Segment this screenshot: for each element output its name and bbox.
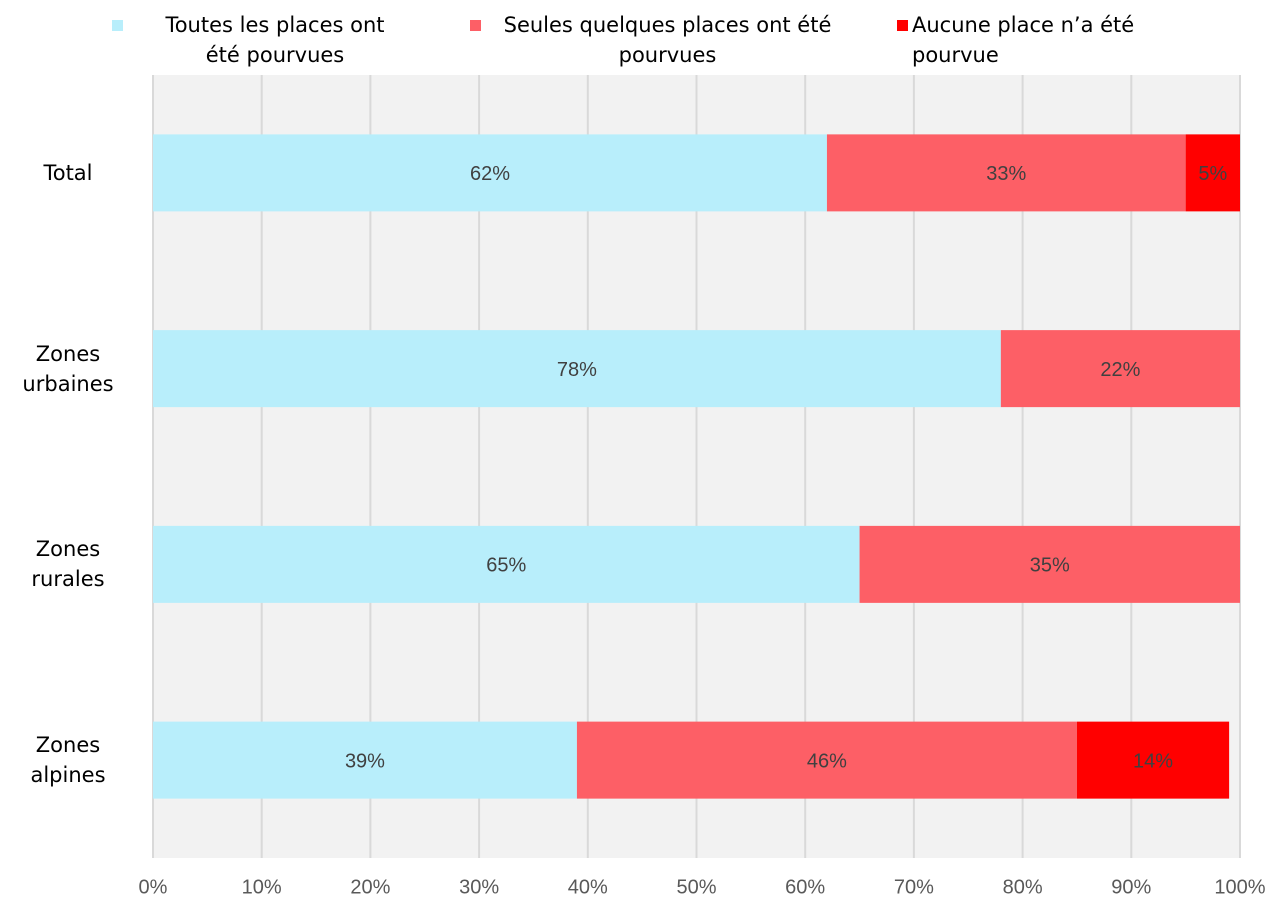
x-tick-label: 60% — [785, 876, 825, 898]
x-tick-label: 80% — [1003, 876, 1043, 898]
value-label: 5% — [1198, 163, 1227, 185]
bar-segment — [1000, 330, 1240, 408]
legend-label: Seules quelques places ont été pourvues — [503, 13, 832, 67]
legend-swatch — [112, 20, 123, 31]
legend-swatch — [470, 20, 481, 31]
value-label: 46% — [807, 750, 847, 772]
legend-label: Toutes les places ont été pourvues — [165, 13, 385, 67]
value-label: 39% — [345, 750, 385, 772]
x-tick-label: 70% — [894, 876, 934, 898]
legend-swatch — [897, 20, 908, 31]
x-tick-label: 40% — [568, 876, 608, 898]
x-tick-label: 0% — [139, 876, 168, 898]
legend-label: Aucune place n’a été pourvue — [912, 13, 1135, 67]
bar-segment — [1185, 134, 1240, 212]
bar-segment — [153, 330, 1001, 408]
x-tick-label: 50% — [676, 876, 716, 898]
x-tick-label: 100% — [1214, 876, 1265, 898]
value-label: 65% — [486, 555, 526, 577]
bar-segment — [153, 134, 827, 212]
value-label: 33% — [986, 163, 1026, 185]
x-tick-label: 90% — [1111, 876, 1151, 898]
x-tick-label: 10% — [242, 876, 282, 898]
value-label: 62% — [470, 163, 510, 185]
value-label: 22% — [1100, 359, 1140, 381]
category-label: Zones alpines — [30, 733, 106, 788]
value-label: 14% — [1133, 750, 1173, 772]
category-label: Total — [43, 160, 93, 185]
category-label: Zones rurales — [31, 537, 105, 592]
value-label: 78% — [557, 359, 597, 381]
bar-segment — [826, 134, 1186, 212]
bar-segment — [859, 525, 1240, 603]
x-tick-label: 20% — [350, 876, 390, 898]
category-label: Zones urbaines — [22, 341, 114, 396]
bar-segment — [153, 721, 577, 799]
bar-segment — [1076, 721, 1230, 799]
bar-segment — [153, 525, 860, 603]
x-tick-label: 30% — [459, 876, 499, 898]
bar-segment — [576, 721, 1077, 799]
value-label: 35% — [1030, 555, 1070, 577]
